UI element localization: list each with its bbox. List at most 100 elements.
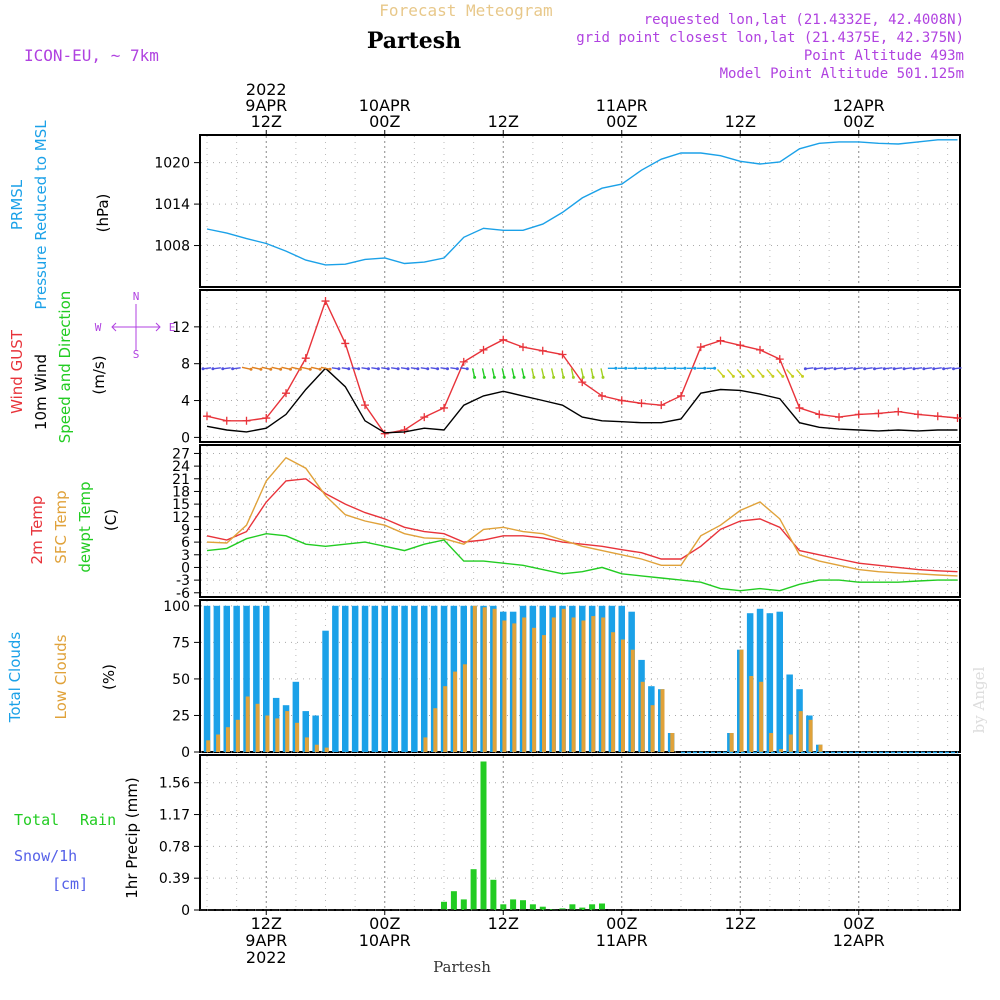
precip-bar	[589, 904, 596, 910]
wind-arrow	[531, 368, 535, 378]
y-tick-label: 1.56	[159, 776, 190, 792]
low-cloud-bar	[650, 705, 655, 752]
low-cloud-bar	[522, 617, 527, 752]
wind-arrow-head	[426, 367, 430, 371]
low-cloud-bar	[601, 617, 606, 752]
wind-arrow-head	[673, 366, 677, 370]
wind-arrow-head	[406, 367, 410, 371]
low-cloud-bar	[551, 617, 556, 752]
wind-arrow-head	[532, 375, 536, 379]
low-cloud-bar	[561, 608, 566, 752]
low-cloud-bar	[779, 749, 783, 752]
total-cloud-bar	[361, 605, 369, 752]
precip-label-rain: Rain	[80, 811, 116, 829]
panel-precip: 0 0.39 0.78 1.17 1.56	[159, 754, 961, 919]
compass-cross	[111, 304, 161, 350]
total-cloud-bar	[421, 605, 428, 752]
wind-arrow-head	[922, 367, 926, 371]
total-cloud-bar	[391, 605, 398, 752]
low-cloud-bar	[739, 649, 744, 752]
low-cloud-bar	[423, 737, 428, 752]
wind-arrow	[310, 366, 321, 370]
bottom-time-label: 00Z	[606, 914, 637, 933]
wind-arrow-head	[318, 367, 322, 371]
bottom-time-label: 9APR	[245, 931, 287, 950]
y-tick-label: 6	[181, 535, 190, 551]
precip-bar	[579, 907, 586, 910]
precip-bar	[529, 904, 536, 910]
wind-arrow	[600, 368, 604, 378]
y-tick-label: 50	[172, 672, 190, 688]
low-cloud-bar	[265, 715, 270, 752]
low-cloud-bar	[670, 733, 675, 752]
wind-arrow	[271, 366, 281, 370]
low-cloud-bar	[443, 686, 448, 752]
wind-arrow-head	[741, 374, 745, 378]
gust-marker	[440, 403, 448, 412]
low-cloud-bar	[275, 718, 280, 752]
panel-ylabel: (C)	[102, 509, 120, 531]
wind-arrow-head	[552, 375, 556, 379]
total-cloud-bar	[312, 715, 319, 752]
wind-arrow-head	[751, 374, 755, 378]
panel-label: Total Clouds	[6, 632, 24, 724]
wind-arrow	[716, 368, 725, 377]
precip-bar	[490, 879, 497, 910]
total-cloud-bar	[766, 613, 774, 752]
wind-arrow	[786, 368, 794, 377]
gust-marker	[301, 354, 310, 363]
precip-bar	[510, 899, 517, 910]
gust-marker	[341, 339, 350, 348]
y-tick-label: 25	[172, 708, 190, 724]
wind-arrow	[795, 368, 804, 377]
y-tick-label: 27	[172, 446, 190, 462]
low-cloud-bar	[245, 696, 250, 752]
super-title: Forecast Meteogram	[379, 1, 552, 20]
total-cloud-bar	[756, 608, 764, 752]
gust-marker	[282, 389, 290, 398]
wind-arrow-head	[624, 366, 628, 370]
total-cloud-bar	[342, 605, 349, 752]
gust-marker	[775, 355, 784, 364]
wind-arrow-head	[473, 375, 477, 379]
y-tick-label: 75	[172, 635, 190, 651]
precip-label-total: Total	[14, 811, 59, 829]
wind-arrow-head	[683, 366, 687, 370]
wind-arrow-head	[231, 367, 235, 371]
wind-arrow	[281, 366, 291, 370]
total-cloud-bar	[411, 605, 418, 752]
low-cloud-bar	[621, 639, 625, 752]
wind-arrow-head	[952, 367, 955, 371]
wind-arrow-head	[376, 367, 380, 371]
requested-coords: requested lon,lat (21.4332E, 42.4008N)	[644, 12, 964, 28]
wind-arrow-head	[522, 375, 526, 379]
wind-arrow-head	[337, 367, 341, 371]
gust-marker	[617, 396, 626, 405]
panel-label: SFC Temp	[52, 490, 70, 563]
panel-label: 10m Wind	[32, 354, 50, 430]
wind-arrow	[726, 368, 734, 377]
y-tick-label: 1014	[154, 197, 190, 213]
wind-arrow	[301, 366, 311, 370]
precip-bar	[520, 900, 526, 910]
y-tick-label: 3	[181, 548, 190, 564]
panels: 10081014102004812-6-30369121518212427025…	[6, 120, 962, 919]
compass-south: S	[133, 348, 140, 361]
precip-bar	[599, 903, 605, 910]
total-cloud-bar	[322, 630, 329, 752]
low-cloud-bar	[591, 616, 596, 752]
total-cloud-bar	[292, 681, 300, 752]
wind-arrow	[471, 368, 476, 378]
location-title: Partesh	[367, 28, 461, 54]
wind-arrow-head	[614, 366, 618, 370]
total-cloud-bar	[371, 605, 379, 752]
series-dewpt-temp	[206, 532, 958, 592]
gust-marker	[598, 391, 606, 400]
panel-label: 2m Temp	[28, 496, 46, 565]
wind-arrow-head	[416, 367, 420, 371]
header: Forecast Meteogram Partesh ICON-EU, ~ 7k…	[24, 1, 988, 976]
wind-arrow-head	[492, 375, 496, 379]
total-cloud-bar	[263, 605, 270, 752]
wind-arrow	[261, 366, 271, 370]
